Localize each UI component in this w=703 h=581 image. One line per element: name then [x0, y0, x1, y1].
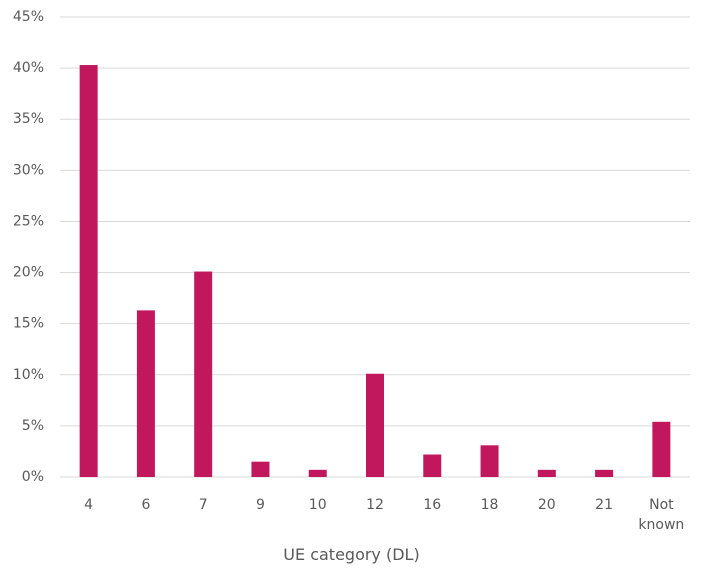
y-tick-label: 45%: [13, 9, 44, 25]
bar: [79, 65, 98, 478]
bar: [652, 421, 671, 477]
bar: [595, 469, 614, 477]
y-tick-label: 20%: [13, 265, 44, 281]
y-tick-label: 30%: [13, 162, 44, 178]
y-tick-label: 5%: [22, 418, 44, 434]
bar: [423, 454, 442, 477]
x-tick-label: 18: [480, 497, 499, 513]
bar: [251, 461, 270, 477]
x-tick-label: 20: [537, 497, 556, 513]
y-tick-label: 40%: [13, 60, 44, 76]
x-tick-label: 7: [198, 497, 208, 513]
bar: [480, 445, 499, 477]
y-tick-label: 25%: [13, 213, 44, 229]
bar: [136, 310, 155, 477]
bar: [537, 469, 556, 477]
y-tick-label: 15%: [13, 316, 44, 332]
x-tick-label: 16: [423, 497, 442, 513]
x-tick-label: 4: [84, 497, 94, 513]
x-tick-label: 12: [366, 497, 384, 513]
y-tick-label: 10%: [13, 367, 44, 383]
bar: [194, 271, 213, 477]
y-tick-label: 35%: [13, 111, 44, 127]
x-tick-label: 9: [255, 497, 265, 513]
x-tick-label: Not known: [638, 497, 685, 533]
y-tick-label: 0%: [22, 469, 44, 485]
x-tick-label: 10: [308, 497, 327, 513]
bar: [366, 373, 384, 477]
x-tick-label: 6: [141, 497, 151, 513]
x-axis-title: UE category (DL): [283, 545, 420, 564]
bar: [308, 469, 327, 477]
x-tick-label: 21: [595, 497, 613, 513]
